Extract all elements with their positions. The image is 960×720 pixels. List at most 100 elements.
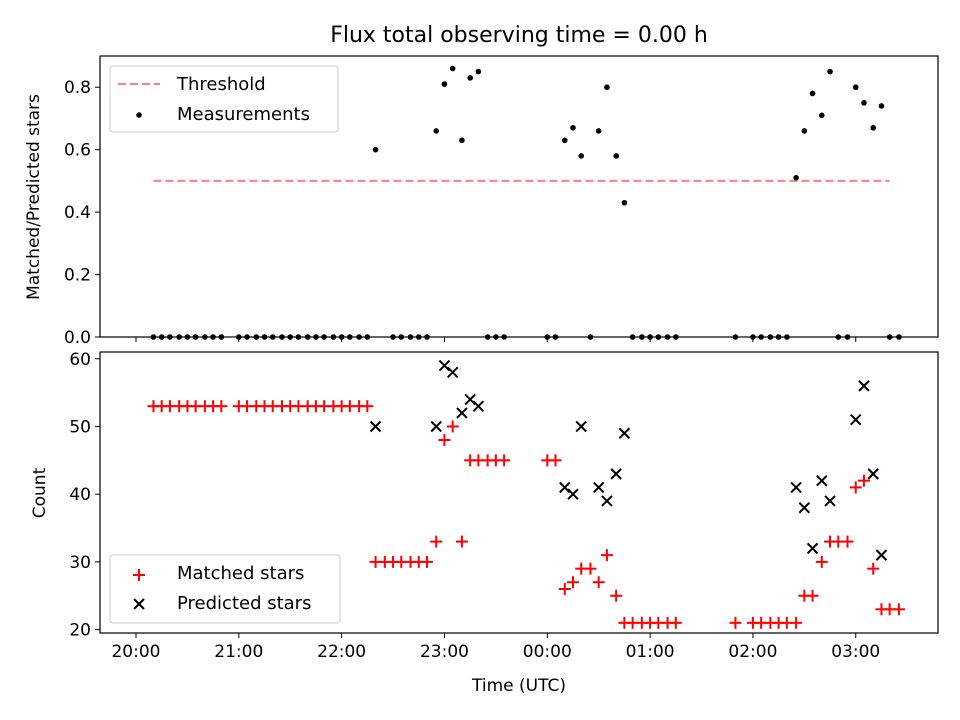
measurement-point xyxy=(878,103,885,109)
predicted-star-point xyxy=(790,481,802,494)
matched-star-point xyxy=(892,603,905,616)
x-tick-label: 20:00 xyxy=(111,642,160,662)
measurement-point xyxy=(475,68,482,75)
measurement-point xyxy=(433,128,440,134)
predicted-star-stroke-b xyxy=(816,474,828,487)
predicted-star-point xyxy=(592,481,605,494)
measurement-point xyxy=(570,125,576,131)
measurement-point xyxy=(852,84,859,91)
predicted-star-stroke-b xyxy=(618,427,631,439)
x-tick-label: 00:00 xyxy=(523,642,572,662)
predicted-star-stroke-b xyxy=(798,502,811,514)
legend-measurements-label: Measurements xyxy=(177,104,310,125)
predicted-star-point xyxy=(610,468,622,480)
matched-star-point xyxy=(841,535,854,548)
predicted-star-stroke-b xyxy=(430,420,442,433)
top-axes-frame xyxy=(99,55,939,338)
top-y-tick-label: 0.0 xyxy=(64,328,91,348)
bottom-y-tick-label: 40 xyxy=(69,485,91,505)
matched-star-point xyxy=(600,549,613,562)
predicted-star-point xyxy=(446,366,459,379)
predicted-star-stroke-b xyxy=(369,420,382,433)
predicted-star-stroke-b xyxy=(790,481,802,494)
predicted-star-point xyxy=(438,359,451,372)
predicted-star-stroke-b xyxy=(592,481,605,494)
predicted-star-stroke-b xyxy=(567,488,579,500)
matched-star-point xyxy=(438,434,451,447)
predicted-star-stroke-b xyxy=(472,400,485,412)
bottom-y-tick-label: 30 xyxy=(69,553,91,573)
top-y-tick-label: 0.6 xyxy=(64,141,91,161)
measurement-point xyxy=(372,146,379,153)
x-tick-label: 01:00 xyxy=(626,642,675,662)
measurement-point xyxy=(441,81,448,87)
matched-star-point xyxy=(549,454,562,467)
matched-star-point xyxy=(592,576,605,589)
matched-star-point xyxy=(361,400,374,413)
measurement-point xyxy=(467,75,473,81)
measurement-point xyxy=(449,65,456,72)
matched-star-point xyxy=(215,400,228,413)
predicted-star-stroke-b xyxy=(610,468,622,480)
figure-title: Flux total observing time = 0.00 h xyxy=(330,23,708,48)
measurement-point xyxy=(621,199,628,206)
matched-star-point xyxy=(498,454,511,467)
matched-star-point xyxy=(815,555,828,568)
predicted-star-point xyxy=(430,420,442,433)
predicted-star-stroke-b xyxy=(456,407,468,419)
predicted-star-stroke-b xyxy=(438,359,451,372)
top-legend: Threshold Measurements xyxy=(109,65,339,133)
measurement-point xyxy=(613,153,619,159)
x-tick-label: 23:00 xyxy=(420,642,469,662)
predicted-star-point xyxy=(867,468,879,480)
predicted-star-stroke-b xyxy=(464,393,476,406)
measurement-point xyxy=(819,112,825,119)
matched-star-point xyxy=(867,562,880,575)
bottom-axes-frame xyxy=(99,351,939,634)
top-y-axis-label: Matched/Predicted stars xyxy=(24,94,44,300)
matched-star-point xyxy=(806,589,819,602)
predicted-star-point xyxy=(456,407,468,419)
matched-star-point xyxy=(430,535,443,548)
legend-matched-label: Matched stars xyxy=(177,563,304,584)
predicted-star-stroke-b xyxy=(806,542,819,555)
predicted-star-stroke-b xyxy=(824,495,836,507)
matched-star-point xyxy=(446,420,459,433)
predicted-star-stroke-b xyxy=(867,468,879,480)
predicted-star-point xyxy=(798,502,811,514)
matched-star-point xyxy=(455,535,468,548)
matched-star-point xyxy=(558,582,571,595)
measurement-point xyxy=(578,153,585,159)
matched-star-point xyxy=(857,474,870,487)
predicted-star-stroke-b xyxy=(850,414,862,426)
top-y-tick-label: 0.8 xyxy=(64,78,91,98)
predicted-star-stroke-b xyxy=(559,481,571,494)
measurement-point xyxy=(861,100,867,106)
top-legend-box xyxy=(109,65,339,133)
predicted-star-stroke-b xyxy=(446,366,459,379)
top-y-tick-label: 0.2 xyxy=(64,266,91,286)
predicted-star-point xyxy=(875,549,888,561)
measurement-point xyxy=(595,128,602,134)
legend-threshold-label: Threshold xyxy=(176,74,266,95)
measurement-point xyxy=(827,68,833,75)
predicted-star-point xyxy=(850,414,862,426)
legend-matched-swatch xyxy=(133,569,145,581)
matched-star-point xyxy=(584,562,597,575)
predicted-star-point xyxy=(816,474,828,487)
predicted-star-point xyxy=(567,488,579,500)
matched-star-point xyxy=(849,481,862,494)
predicted-star-point xyxy=(618,427,631,439)
predicted-star-point xyxy=(472,400,485,412)
measurement-point xyxy=(604,84,610,91)
predicted-star-stroke-b xyxy=(875,549,888,561)
top-y-ticks: 0.0 0.2 0.4 0.6 0.8 xyxy=(64,78,100,348)
predicted-star-point xyxy=(601,495,613,507)
predicted-star-point xyxy=(806,542,819,555)
bottom-y-axis-label: Count xyxy=(30,467,50,518)
predicted-star-point xyxy=(858,380,870,392)
bottom-y-tick-label: 60 xyxy=(69,350,91,370)
bottom-axes: 20 30 40 50 60 20:00 21:00 22:00 23:00 00:00 01:0… xyxy=(30,350,939,696)
bottom-legend-box xyxy=(109,554,341,624)
top-x-ticks xyxy=(135,337,857,342)
